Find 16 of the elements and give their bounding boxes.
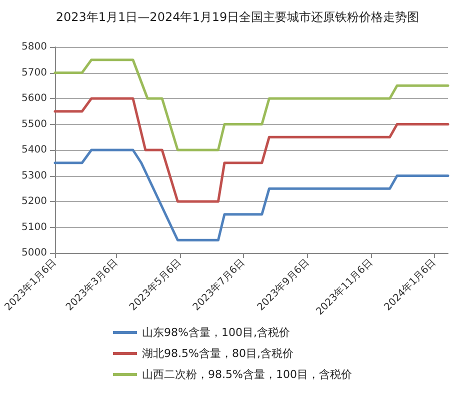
y-tick-label: 5300: [22, 170, 47, 182]
line-series: [54, 97, 450, 203]
legend-label: 湖北98.5%含量，80目,含税价: [142, 347, 294, 360]
y-tick-label: 5500: [22, 118, 47, 130]
chart-title: 2023年1月1日—2024年1月19日全国主要城市还原铁粉价格走势图: [56, 10, 420, 24]
line-series: [54, 148, 450, 242]
y-tick-label: 5600: [22, 93, 47, 104]
line-series: [54, 58, 450, 152]
y-tick-label: 5400: [22, 144, 47, 156]
legend-label: 山西二次粉，98.5%含量，100目，含税价: [142, 368, 352, 381]
y-tick-label: 5800: [22, 42, 47, 52]
y-tick-label: 5700: [22, 67, 47, 78]
y-tick-label: 5100: [22, 222, 47, 233]
legend-label: 山东98%含量，100目,含税价: [142, 326, 290, 339]
y-tick-label: 5200: [22, 196, 47, 207]
y-tick-label: 5000: [22, 248, 47, 258]
